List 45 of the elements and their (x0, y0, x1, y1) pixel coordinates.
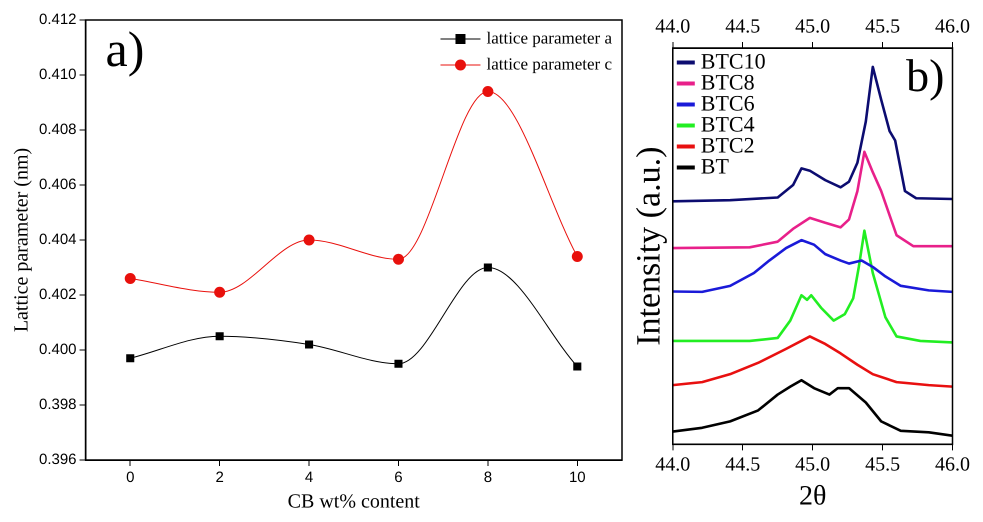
point (304, 234, 315, 246)
x-tick-label: 45.0 (795, 454, 830, 476)
x-tick-label: 8 (484, 469, 492, 486)
point (573, 362, 582, 371)
legend-label: lattice parameter a (486, 28, 612, 48)
x-tick-label: 45.5 (865, 454, 900, 476)
y-tick-label: 0.412 (38, 11, 77, 28)
x2-tick-label: 46.0 (935, 15, 970, 38)
y-tick-label: 0.408 (38, 121, 77, 138)
x2-tick-label: 44.0 (655, 15, 690, 38)
y-tick-label: 0.402 (38, 286, 77, 304)
y-tick-label: 0.396 (38, 451, 77, 468)
x-axis-title: 2θ (798, 480, 826, 512)
point (216, 332, 224, 340)
annotation: b) (906, 50, 944, 102)
y-tick-label: 0.406 (38, 176, 77, 194)
x2-tick-label: 44.5 (725, 15, 760, 38)
annotation: a) (106, 21, 144, 78)
point (305, 340, 314, 349)
point (394, 360, 403, 368)
y-tick-label: 0.398 (38, 396, 77, 414)
point (214, 286, 226, 298)
y-axis-title: Intensity (a.u.) (630, 146, 668, 346)
y-tick-label: 0.400 (38, 341, 77, 358)
x-tick-label: 6 (394, 469, 403, 486)
x-tick-label: 4 (304, 469, 314, 486)
x-tick-label: 44.0 (655, 454, 690, 476)
x-tick-label: 46.0 (935, 454, 970, 476)
legend-label: lattice parameter c (486, 54, 612, 74)
y-tick-label: 0.410 (38, 66, 77, 84)
point (484, 263, 492, 272)
y-axis-title: Lattice parameter (nm) (10, 148, 32, 332)
x2-tick-label: 45.5 (865, 15, 900, 38)
y-tick-label: 0.404 (38, 231, 77, 248)
point (392, 254, 404, 265)
x-tick-label: 0 (126, 469, 134, 486)
x2-tick-label: 45.0 (795, 15, 830, 38)
x-tick-label: 10 (568, 469, 586, 486)
point (572, 251, 583, 262)
x-axis-title: CB wt% content (288, 490, 420, 512)
point (124, 273, 136, 284)
point (126, 354, 134, 362)
point (482, 86, 494, 97)
x-tick-label: 44.5 (725, 454, 760, 476)
x-tick-label: 2 (215, 469, 224, 486)
